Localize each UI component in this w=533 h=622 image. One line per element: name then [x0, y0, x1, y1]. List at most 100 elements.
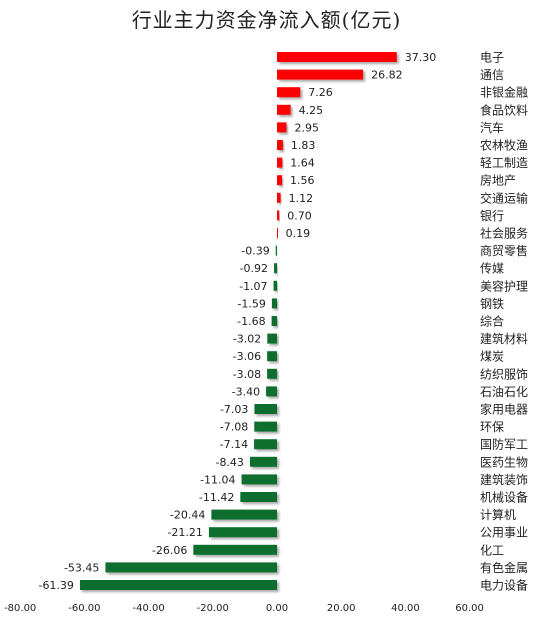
- bar-化工: [193, 544, 277, 555]
- category-label-非银金融: 非银金融: [480, 85, 528, 100]
- bar-建筑材料: [267, 333, 277, 344]
- category-label-综合: 综合: [480, 314, 504, 329]
- category-label-电子: 电子: [480, 51, 504, 65]
- category-label-传媒: 传媒: [480, 261, 504, 276]
- value-label-农林牧渔: 1.83: [291, 139, 316, 152]
- bar-机械设备: [240, 492, 277, 502]
- bar-煤炭: [267, 351, 277, 362]
- value-label-房地产: 1.56: [290, 174, 315, 187]
- category-label-银行: 银行: [480, 209, 504, 223]
- category-label-公用事业: 公用事业: [480, 526, 528, 540]
- category-label-美容护理: 美容护理: [480, 278, 528, 293]
- value-label-社会服务: 0.19: [286, 227, 311, 240]
- bar-公用事业: [208, 527, 277, 538]
- bar-社会服务: [277, 228, 278, 238]
- value-label-轻工制造: 1.64: [290, 157, 315, 170]
- x-tick-label: -20.00: [197, 603, 229, 614]
- value-label-环保: -7.08: [220, 421, 248, 434]
- x-tick-label: -80.00: [4, 603, 36, 614]
- category-label-计算机: 计算机: [480, 507, 516, 522]
- x-tick-label: -40.00: [132, 603, 164, 614]
- category-label-汽车: 汽车: [480, 120, 504, 135]
- bar-轻工制造: [277, 157, 283, 168]
- value-label-电力设备: -61.39: [38, 579, 73, 592]
- category-label-医药生物: 医药生物: [480, 455, 528, 469]
- category-label-国防军工: 国防军工: [480, 437, 528, 452]
- bar-通信: [277, 69, 364, 80]
- category-label-机械设备: 机械设备: [480, 490, 528, 505]
- value-label-有色金属: -53.45: [64, 561, 99, 574]
- bar-电子: [277, 52, 397, 62]
- value-label-化工: -26.06: [152, 544, 187, 557]
- bar-钢铁: [271, 298, 277, 309]
- category-label-电力设备: 电力设备: [480, 579, 528, 593]
- category-label-食品饮料: 食品饮料: [480, 102, 528, 117]
- bar-电力设备: [79, 580, 277, 590]
- value-label-食品饮料: 4.25: [299, 104, 324, 117]
- bar-银行: [277, 210, 280, 221]
- bar-计算机: [211, 509, 277, 520]
- bar-纺织服饰: [267, 368, 277, 379]
- value-label-建筑材料: -3.02: [233, 333, 261, 346]
- bar-美容护理: [273, 280, 277, 291]
- category-label-家用电器: 家用电器: [480, 402, 528, 417]
- bar-汽车: [277, 122, 287, 133]
- value-label-钢铁: -1.59: [237, 297, 265, 310]
- value-label-非银金融: 7.26: [308, 86, 333, 99]
- chart-title: 行业主力资金净流入额(亿元): [131, 8, 402, 32]
- bar-非银金融: [277, 87, 301, 98]
- value-label-计算机: -20.44: [170, 509, 205, 522]
- value-label-家用电器: -7.03: [220, 403, 248, 416]
- value-label-通信: 26.82: [371, 69, 403, 82]
- category-label-化工: 化工: [480, 543, 504, 557]
- category-label-商贸零售: 商贸零售: [480, 243, 528, 258]
- bar-房地产: [277, 175, 283, 186]
- bar-国防军工: [254, 439, 277, 450]
- value-label-电子: 37.30: [405, 51, 437, 64]
- category-label-轻工制造: 轻工制造: [480, 156, 528, 170]
- bar-医药生物: [249, 456, 277, 467]
- bar-综合: [271, 316, 277, 326]
- bar-交通运输: [277, 192, 281, 203]
- value-label-石油石化: -3.40: [232, 385, 260, 398]
- category-label-纺织服饰: 纺织服饰: [480, 367, 528, 381]
- category-label-社会服务: 社会服务: [480, 226, 528, 241]
- value-label-公用事业: -21.21: [167, 526, 202, 539]
- value-label-医药生物: -8.43: [215, 456, 243, 469]
- x-tick-label: 20.00: [327, 603, 356, 614]
- bar-家用电器: [254, 404, 277, 414]
- bar-石油石化: [266, 386, 277, 397]
- value-label-传媒: -0.92: [240, 262, 268, 275]
- bar-食品饮料: [277, 104, 291, 115]
- category-label-建筑装饰: 建筑装饰: [480, 472, 528, 487]
- category-labels-layer: 电子通信非银金融食品饮料汽车农林牧渔轻工制造房地产交通运输银行社会服务商贸零售传…: [480, 51, 528, 593]
- bar-商贸零售: [275, 245, 277, 256]
- value-label-建筑装饰: -11.04: [200, 473, 235, 486]
- bar-环保: [254, 421, 277, 432]
- bar-有色金属: [105, 562, 278, 573]
- x-tick-label: 40.00: [391, 603, 420, 614]
- category-label-环保: 环保: [480, 420, 504, 434]
- bar-建筑装饰: [241, 474, 277, 485]
- x-tick-label: -60.00: [68, 603, 100, 614]
- category-label-交通运输: 交通运输: [480, 190, 528, 205]
- value-label-汽车: 2.95: [294, 121, 319, 134]
- category-label-钢铁: 钢铁: [480, 297, 504, 311]
- value-label-机械设备: -11.42: [199, 491, 234, 504]
- category-label-煤炭: 煤炭: [480, 350, 504, 364]
- value-label-交通运输: 1.12: [289, 192, 314, 205]
- category-label-建筑材料: 建筑材料: [480, 331, 528, 346]
- value-label-商贸零售: -0.39: [241, 245, 269, 258]
- value-label-国防军工: -7.14: [220, 438, 248, 451]
- bars-layer: [79, 52, 397, 590]
- x-axis: -80.00 -60.00 -40.00 -20.00 0.00 20.00 40.00 60…: [4, 603, 484, 614]
- bar-传媒: [274, 263, 277, 274]
- x-tick-label: 60.00: [455, 603, 484, 614]
- value-label-银行: 0.70: [287, 209, 312, 222]
- category-label-有色金属: 有色金属: [480, 560, 528, 575]
- category-label-房地产: 房地产: [480, 173, 516, 188]
- value-label-煤炭: -3.06: [233, 350, 261, 363]
- value-label-纺织服饰: -3.08: [233, 368, 261, 381]
